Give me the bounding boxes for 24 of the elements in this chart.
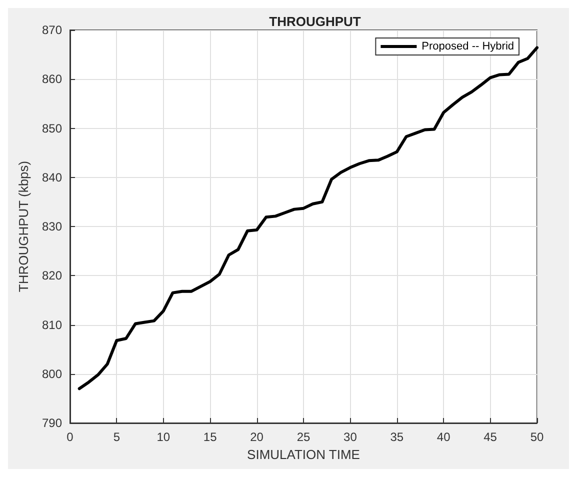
x-tick-label: 0: [66, 430, 74, 444]
y-tick-label: 810: [42, 318, 62, 332]
y-tick-label: 830: [42, 220, 62, 234]
x-axis-title: SIMULATION TIME: [247, 446, 360, 462]
y-tick-label: 860: [42, 72, 62, 86]
y-tick-label: 820: [42, 268, 62, 283]
x-tick-label: 25: [296, 430, 310, 444]
x-tick-label: 10: [156, 430, 170, 444]
legend-label: Proposed -- Hybrid: [422, 40, 514, 52]
x-tick-label: 50: [530, 430, 544, 444]
y-tick-label: 850: [42, 121, 62, 136]
chart-title: THROUGHPUT: [269, 14, 361, 29]
y-tick-label: 870: [42, 23, 62, 37]
x-tick-label: 45: [484, 430, 498, 444]
x-tick-label: 30: [344, 430, 358, 444]
x-tick-label: 20: [250, 430, 264, 444]
x-tick-label: 40: [436, 430, 451, 444]
x-tick-label: 5: [113, 430, 120, 444]
y-tick-label: 840: [42, 170, 62, 184]
x-tick-label: 35: [390, 430, 404, 444]
x-tick-label: 15: [203, 430, 218, 444]
y-axis-title: THROUGHPUT (kbps): [16, 160, 31, 292]
y-tick-label: 800: [42, 366, 62, 381]
y-tick-label: 790: [42, 416, 62, 430]
